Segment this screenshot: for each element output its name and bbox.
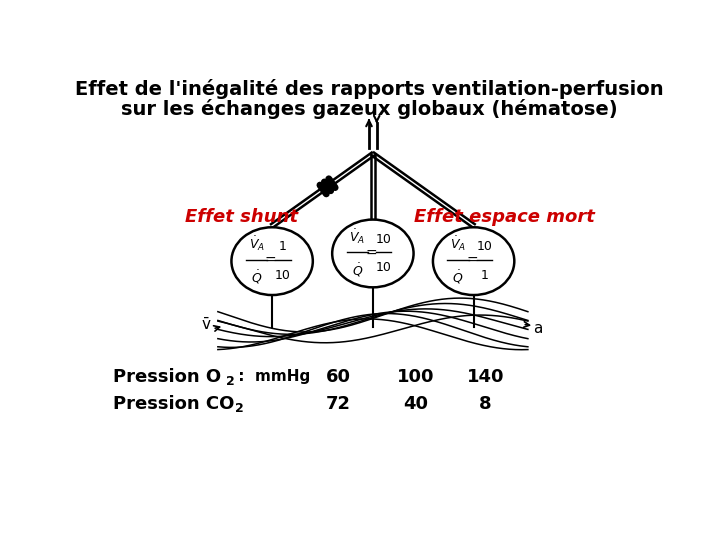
Text: $\dot{V}_A$: $\dot{V}_A$ <box>450 235 466 253</box>
Text: :  mmHg: : mmHg <box>233 369 310 384</box>
Text: 72: 72 <box>325 395 351 413</box>
Text: 10: 10 <box>376 261 392 274</box>
Text: 2: 2 <box>235 402 243 415</box>
Text: 60: 60 <box>325 368 351 386</box>
Text: 40: 40 <box>403 395 428 413</box>
Text: v̄: v̄ <box>202 317 211 332</box>
Text: 140: 140 <box>467 368 504 386</box>
Text: 10: 10 <box>477 240 492 253</box>
Text: 10: 10 <box>376 233 392 246</box>
Ellipse shape <box>231 227 312 295</box>
Text: Effet de l'inégalité des rapports ventilation-perfusion: Effet de l'inégalité des rapports ventil… <box>75 79 663 99</box>
Text: Effet shunt: Effet shunt <box>184 208 297 226</box>
Text: $\dot{V}_A$: $\dot{V}_A$ <box>248 235 265 253</box>
Text: =: = <box>366 246 377 260</box>
Text: =: = <box>265 254 276 268</box>
Text: Pression O: Pression O <box>113 368 221 386</box>
Ellipse shape <box>433 227 514 295</box>
Text: a: a <box>534 321 543 336</box>
Text: 8: 8 <box>479 395 492 413</box>
Text: 10: 10 <box>275 269 291 282</box>
Text: 1: 1 <box>279 240 287 253</box>
Ellipse shape <box>332 220 413 287</box>
Text: $\dot{Q}$: $\dot{Q}$ <box>251 269 262 286</box>
Text: 1: 1 <box>480 269 488 282</box>
Text: $\dot{Q}$: $\dot{Q}$ <box>351 261 363 279</box>
Text: Effet espace mort: Effet espace mort <box>414 208 595 226</box>
Text: sur les échanges gazeux globaux (hématose): sur les échanges gazeux globaux (hématos… <box>121 99 617 119</box>
Text: $\dot{Q}$: $\dot{Q}$ <box>452 269 464 286</box>
Text: Pression CO: Pression CO <box>113 395 235 413</box>
Text: $\dot{V}_A$: $\dot{V}_A$ <box>349 227 366 246</box>
Text: =: = <box>467 254 478 268</box>
Text: 2: 2 <box>225 375 235 388</box>
Text: 100: 100 <box>397 368 434 386</box>
